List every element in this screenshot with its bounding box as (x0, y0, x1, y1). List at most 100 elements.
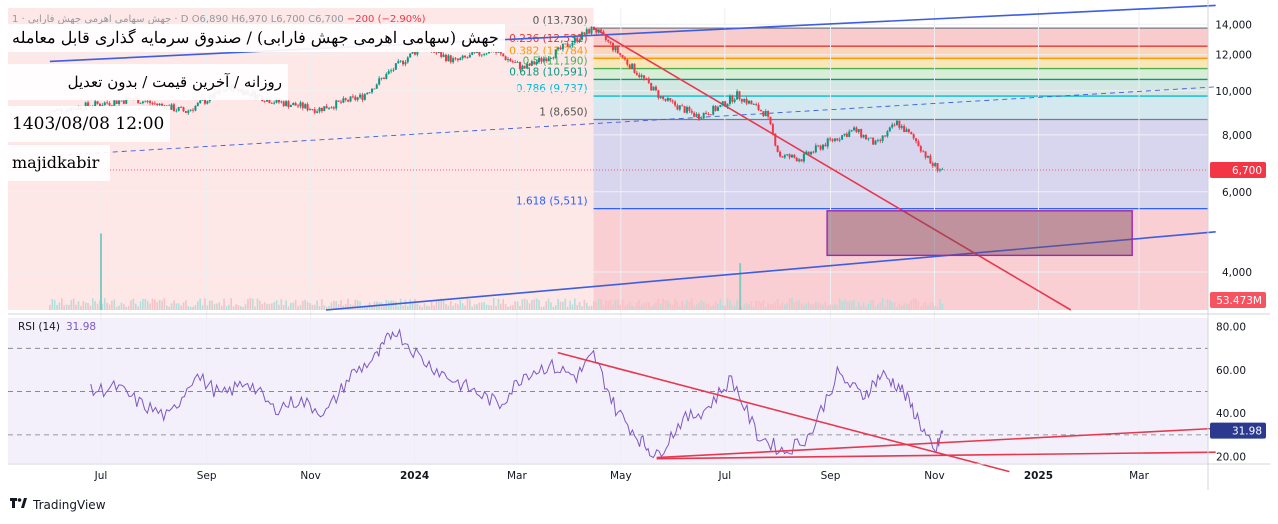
volume-bar (822, 304, 824, 310)
candle-body (184, 111, 187, 113)
candle-body (712, 106, 715, 115)
candle-body (645, 78, 648, 80)
candle-body (652, 86, 655, 91)
volume-bar (449, 300, 452, 310)
candle-body (917, 141, 920, 147)
volume-bar (323, 305, 326, 310)
time-tick-label: May (610, 470, 632, 482)
volume-bar (511, 305, 514, 310)
candle-body (347, 99, 350, 102)
volume-bar (523, 298, 526, 310)
volume-bar (204, 298, 206, 310)
time-tick-label: Jul (94, 470, 108, 482)
candle-body (361, 94, 364, 100)
candle-body (306, 104, 309, 111)
volume-bar (68, 304, 70, 310)
candle-body (120, 100, 123, 102)
price-trendline-1 (49, 86, 1216, 157)
volume-bar (325, 306, 328, 310)
tradingview-footer[interactable]: TradingView (10, 497, 106, 513)
volume-bar (571, 304, 574, 310)
candle-body (905, 129, 908, 133)
volume-bar (547, 298, 550, 310)
volume-bar (655, 302, 657, 310)
candle-body (771, 124, 774, 134)
volume-bar (657, 298, 660, 310)
volume-bar (142, 298, 144, 310)
candle-body (485, 53, 488, 55)
candle-body (888, 127, 891, 132)
volume-bar (760, 303, 762, 310)
candle-body (509, 59, 512, 62)
trendlines[interactable] (49, 4, 1216, 311)
volume-bar (56, 304, 58, 310)
candle-body (203, 99, 206, 104)
candle-body (564, 43, 567, 45)
candle-body (941, 169, 944, 170)
volume-bar (201, 305, 204, 310)
volume-bar (440, 298, 443, 310)
candle-body (697, 113, 700, 119)
candle-body (447, 55, 450, 61)
volume-bar (714, 301, 717, 310)
candle-body (929, 155, 932, 164)
candle-body (788, 154, 791, 158)
fibonacci-retracement[interactable]: 0 (13,730)0.236 (12,531)0.382 (11,784)0.… (509, 15, 1208, 310)
candle-body (640, 75, 643, 77)
volume-bar (607, 301, 610, 310)
volume-bar (488, 305, 490, 310)
candle-body (538, 57, 541, 62)
volume-bar (934, 306, 936, 310)
volume-bar (855, 306, 858, 310)
candle-body (478, 50, 481, 56)
volume-bar (924, 301, 927, 310)
volume-bar (354, 299, 357, 310)
volume-bar (483, 302, 485, 310)
candle-body (726, 103, 729, 107)
volume-bar (674, 298, 676, 310)
volume-bar (705, 304, 707, 310)
target-box[interactable] (826, 210, 1133, 257)
volume-bar (278, 304, 280, 310)
volume-bar (154, 299, 156, 310)
volume-badge-bg (1210, 292, 1266, 308)
volume-bar (877, 303, 879, 310)
candle-body (516, 62, 519, 63)
candle-body (755, 104, 758, 105)
volume-bar (340, 300, 342, 310)
candle-body (146, 100, 149, 102)
volume-bar (927, 305, 929, 310)
candle-body (705, 112, 708, 115)
candle-body (810, 151, 813, 155)
candle-body (323, 106, 326, 112)
candle-body (371, 88, 374, 93)
candle-body (688, 107, 691, 111)
candle-body (571, 42, 574, 46)
volume-bar (156, 302, 159, 310)
candle-body (757, 104, 760, 111)
volume-bars (49, 233, 944, 310)
candle-body (480, 54, 483, 56)
candle-body (535, 61, 538, 65)
volume-bar (247, 299, 249, 310)
volume-bar (898, 303, 901, 310)
volume-bar (700, 300, 703, 310)
candle-body (442, 54, 445, 57)
volume-bar (433, 305, 435, 310)
candle-body (339, 101, 342, 103)
volume-bar (101, 303, 104, 310)
volume-bar (402, 305, 404, 310)
candle-body (158, 103, 161, 105)
candle-body (175, 110, 178, 112)
candle-body (707, 114, 710, 115)
candle-body (380, 77, 383, 79)
candle-body (125, 97, 128, 104)
candle-body (585, 29, 588, 35)
volume-bar (108, 304, 111, 310)
candle-body (468, 54, 471, 58)
candle-body (382, 77, 385, 79)
volume-bar (504, 304, 507, 310)
candle-body (602, 31, 605, 35)
volume-bar (757, 300, 760, 310)
